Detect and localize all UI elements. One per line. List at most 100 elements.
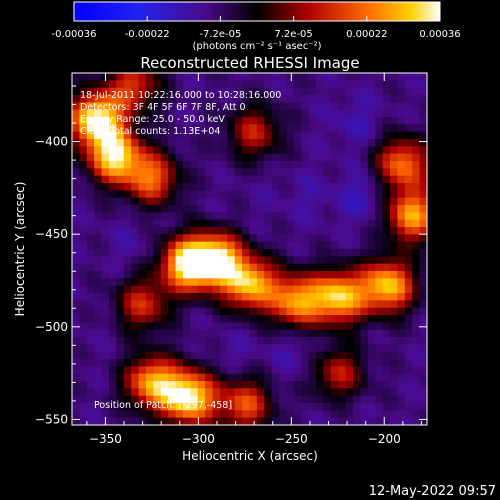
heatmap-cell xyxy=(367,271,376,279)
heatmap-cell xyxy=(94,410,103,419)
heatmap-cell xyxy=(279,95,288,103)
heatmap-cell xyxy=(234,373,243,382)
heatmap-cell xyxy=(234,315,243,323)
heatmap-cell xyxy=(390,205,399,213)
heatmap-cell xyxy=(242,109,251,118)
heatmap-cell xyxy=(279,373,288,382)
heatmap-cell xyxy=(190,285,199,294)
heatmap-cell xyxy=(360,271,369,279)
heatmap-cell xyxy=(286,80,295,89)
chart-title: Reconstructed RHESSI Image xyxy=(140,54,359,72)
heatmap-cell xyxy=(212,344,221,353)
heatmap-cell xyxy=(286,227,295,235)
heatmap-cell xyxy=(212,146,221,155)
heatmap-cell xyxy=(153,87,162,96)
heatmap-cell xyxy=(168,87,177,96)
heatmap-cell xyxy=(116,403,125,411)
heatmap-cell xyxy=(316,131,325,140)
heatmap-cell xyxy=(316,241,325,250)
heatmap-cell xyxy=(212,388,221,397)
heatmap-cell xyxy=(367,131,376,140)
heatmap-cell xyxy=(101,212,110,221)
heatmap-cell xyxy=(367,153,376,162)
heatmap-cell xyxy=(367,403,376,411)
heatmap-cell xyxy=(353,153,362,162)
heatmap-cell xyxy=(375,205,384,213)
heatmap-cell xyxy=(108,351,117,360)
heatmap-cell xyxy=(131,271,140,279)
heatmap-cell xyxy=(419,417,427,425)
heatmap-cell xyxy=(190,80,199,89)
heatmap-cell xyxy=(419,381,427,389)
heatmap-cell xyxy=(301,337,310,345)
heatmap-cell xyxy=(397,410,406,419)
heatmap-cell xyxy=(116,366,125,375)
heatmap-cell xyxy=(316,344,325,353)
heatmap-cell xyxy=(131,249,140,257)
heatmap-cell xyxy=(345,183,354,191)
heatmap-cell xyxy=(86,183,95,191)
heatmap-cell xyxy=(116,300,125,309)
heatmap-cell xyxy=(79,117,88,125)
heatmap-cell xyxy=(190,139,199,147)
heatmap-cell xyxy=(345,322,354,331)
heatmap-cell xyxy=(182,175,191,184)
heatmap-cell xyxy=(234,197,243,206)
heatmap-cell xyxy=(108,227,117,235)
heatmap-cell xyxy=(86,168,95,177)
heatmap-cell xyxy=(249,153,258,162)
heatmap-cell xyxy=(219,410,228,419)
heatmap-cell xyxy=(264,190,273,199)
heatmap-cell xyxy=(168,190,177,199)
heatmap-cell xyxy=(138,256,147,265)
heatmap-cell xyxy=(212,241,221,250)
heatmap-cell xyxy=(271,307,280,316)
heatmap-cell xyxy=(234,227,243,235)
heatmap-cell xyxy=(79,175,88,184)
heatmap-cell xyxy=(419,212,427,221)
heatmap-cell xyxy=(397,102,406,111)
heatmap-cell xyxy=(330,212,339,221)
heatmap-cell xyxy=(308,315,317,323)
heatmap-cell xyxy=(323,344,332,353)
heatmap-cell xyxy=(345,241,354,250)
heatmap-cell xyxy=(293,249,302,257)
heatmap-cell xyxy=(101,146,110,155)
heatmap-cell xyxy=(390,153,399,162)
heatmap-cell xyxy=(382,197,391,206)
heatmap-cell xyxy=(323,80,332,89)
heatmap-cell xyxy=(412,359,421,367)
heatmap-cell xyxy=(390,249,399,257)
heatmap-cell xyxy=(168,249,177,257)
heatmap-cell xyxy=(160,219,169,228)
heatmap-cell xyxy=(197,197,206,206)
heatmap-cell xyxy=(227,417,236,425)
heatmap-cell xyxy=(397,131,406,140)
heatmap-cell xyxy=(279,168,288,177)
heatmap-cell xyxy=(264,73,273,81)
heatmap-cell xyxy=(138,307,147,316)
heatmap-cell xyxy=(382,337,391,345)
heatmap-cell xyxy=(419,337,427,345)
heatmap-cell xyxy=(256,359,265,367)
heatmap-cell xyxy=(234,131,243,140)
heatmap-cell xyxy=(308,337,317,345)
heatmap-cell xyxy=(242,271,251,279)
heatmap-cell xyxy=(397,139,406,147)
heatmap-cell xyxy=(227,329,236,338)
heatmap-cell xyxy=(316,403,325,411)
heatmap-cell xyxy=(330,285,339,294)
heatmap-cell xyxy=(227,388,236,397)
heatmap-cell xyxy=(419,403,427,411)
heatmap-cell xyxy=(293,381,302,389)
heatmap-cell xyxy=(286,373,295,382)
heatmap-cell xyxy=(79,227,88,235)
heatmap-cell xyxy=(375,102,384,111)
heatmap-cell xyxy=(264,300,273,309)
heatmap-cell xyxy=(227,285,236,294)
heatmap-cell xyxy=(219,139,228,147)
heatmap-cell xyxy=(101,388,110,397)
heatmap-cell xyxy=(138,227,147,235)
heatmap-cell xyxy=(412,175,421,184)
heatmap-cell xyxy=(419,359,427,367)
